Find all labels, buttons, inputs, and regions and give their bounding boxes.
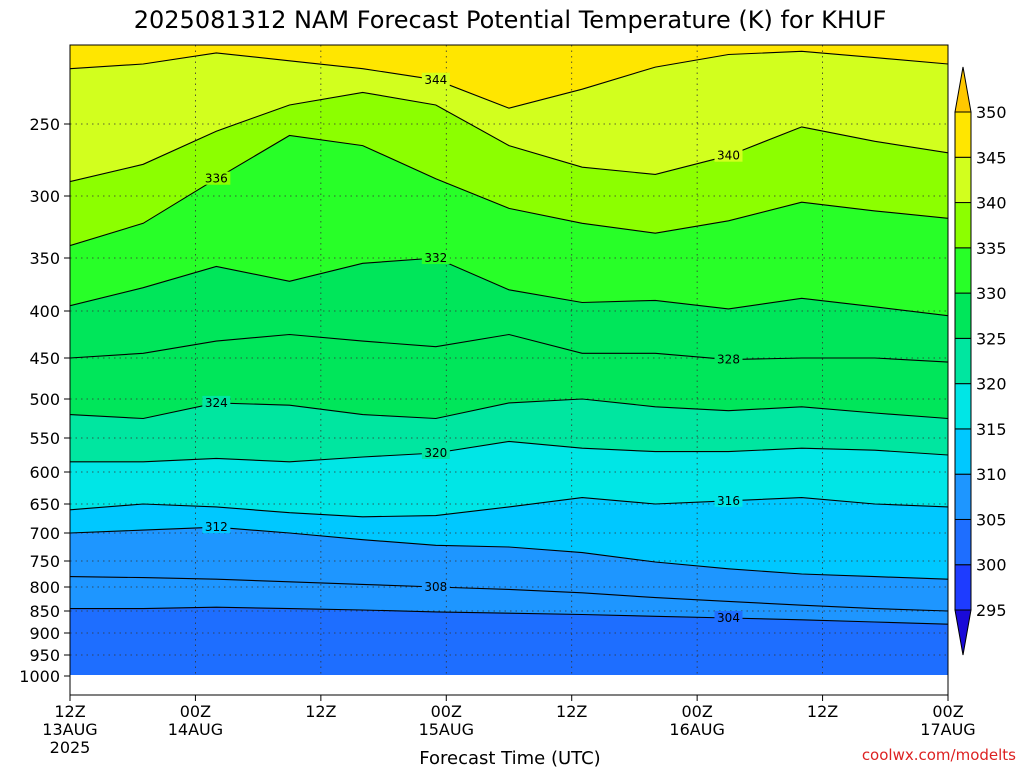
y-tick-label: 1000 [19, 667, 60, 686]
contour-label-340: 340 [717, 149, 740, 163]
isentrope-332 [70, 257, 948, 317]
colorbar-top-arrow [954, 66, 972, 113]
colorbar-band [954, 473, 972, 520]
colorbar-band [954, 202, 972, 249]
colorbar-band [954, 564, 972, 611]
x-tick-label: 12Z [305, 702, 336, 721]
colorbar-band [954, 337, 972, 385]
colorbar-band [954, 247, 972, 294]
colorbar-label: 330 [976, 284, 1007, 303]
x-axis-label: Forecast Time (UTC) [419, 748, 600, 768]
x-tick-label: 12Z [807, 702, 838, 721]
isentrope-328 [70, 333, 948, 363]
contour-label-bg [714, 352, 743, 366]
contour-label-308: 308 [424, 580, 447, 594]
x-tick-label: 12Z [54, 702, 85, 721]
colorbar: 295 300 305 310 315 320 325 330 335 340 345 350 [954, 66, 1007, 656]
x-tick-date: 14AUG [168, 720, 223, 739]
x-tick-date: 16AUG [669, 720, 724, 739]
contour-label-328: 328 [717, 353, 740, 367]
colorbar-label: 310 [976, 465, 1007, 484]
isentrope-320 [70, 440, 948, 463]
isentrope-316 [70, 497, 948, 518]
contour-label-bg [714, 148, 743, 162]
contour-label-316: 316 [717, 494, 740, 508]
colorbar-label: 295 [976, 601, 1007, 620]
colorbar-band [954, 292, 972, 339]
x-tick-year: 2025 [50, 738, 91, 757]
y-tick-label: 400 [29, 302, 60, 321]
isentrope-304 [70, 606, 948, 625]
contour-label-336: 336 [205, 172, 228, 186]
colorbar-bottom-arrow [954, 609, 972, 656]
colorbar-label: 335 [976, 239, 1007, 258]
colorbar-band [954, 383, 972, 430]
y-tick-label: 750 [29, 552, 60, 571]
y-tick-label: 500 [29, 390, 60, 409]
x-tick-date: 15AUG [419, 720, 474, 739]
ground-strip [70, 675, 948, 695]
x-tick-label: 00Z [431, 702, 462, 721]
isentrope-340 [70, 91, 948, 183]
colorbar-band [954, 111, 972, 158]
y-tick-label: 350 [29, 249, 60, 268]
x-tick-date: 17AUG [920, 720, 975, 739]
contour-label-bg [202, 171, 231, 185]
credit-text: coolwx.com/modelts [862, 746, 1016, 764]
colorbar-band [954, 518, 972, 566]
contour-label-bg [421, 251, 450, 264]
colorbar-label: 340 [976, 194, 1007, 213]
y-tick-label: 250 [29, 115, 60, 134]
colorbar-label: 320 [976, 375, 1007, 394]
plot-frame [69, 44, 949, 696]
colorbar-label: 315 [976, 420, 1007, 439]
fill-band-340 [70, 45, 948, 182]
contour-label-bg [202, 520, 231, 534]
x-tick-date: 13AUG [42, 720, 97, 739]
y-tick-label: 850 [29, 602, 60, 621]
contour-label-bg [714, 493, 743, 507]
colorbar-band [954, 156, 972, 204]
contour-label-312: 312 [205, 520, 228, 534]
colorbar-label: 325 [976, 329, 1007, 348]
isentrope-308 [70, 576, 948, 612]
contour-label-332: 332 [424, 251, 447, 265]
ground-layer [70, 675, 948, 695]
contour-label-bg [421, 580, 450, 593]
y-tick-label: 450 [29, 349, 60, 368]
colorbar-label: 305 [976, 510, 1007, 529]
y-tick-label: 950 [29, 646, 60, 665]
contour-label-304: 304 [717, 611, 740, 625]
y-tick-label: 550 [29, 429, 60, 448]
colorbar-label: 350 [976, 103, 1007, 122]
y-tick-label: 800 [29, 578, 60, 597]
x-tick-label: 12Z [556, 702, 587, 721]
shaded-fill-layer [70, 45, 948, 675]
contour-label-bg [421, 445, 450, 459]
y-tick-label: 300 [29, 187, 60, 206]
isentrope-344 [70, 50, 948, 109]
contour-label-320: 320 [424, 446, 447, 460]
colorbar-label: 345 [976, 148, 1007, 167]
chart-title: 2025081312 NAM Forecast Potential Temper… [134, 6, 887, 34]
y-tick-label: 650 [29, 495, 60, 514]
contour-label-344: 344 [424, 73, 447, 87]
x-tick-label: 00Z [180, 702, 211, 721]
y-tick-label: 900 [29, 624, 60, 643]
colorbar-label: 300 [976, 556, 1007, 575]
contour-label-bg [421, 72, 450, 86]
colorbar-band [954, 428, 972, 475]
y-tick-label: 700 [29, 524, 60, 543]
contour-label-bg [714, 611, 743, 625]
x-tick-label: 00Z [681, 702, 712, 721]
contour-label-bg [202, 395, 231, 409]
contour-label-324: 324 [205, 396, 228, 410]
x-tick-label: 00Z [932, 702, 963, 721]
y-axis: 250 300 350 400 450 500 550 600 650 700 750 800 850 9… [19, 115, 70, 686]
y-tick-label: 600 [29, 463, 60, 482]
